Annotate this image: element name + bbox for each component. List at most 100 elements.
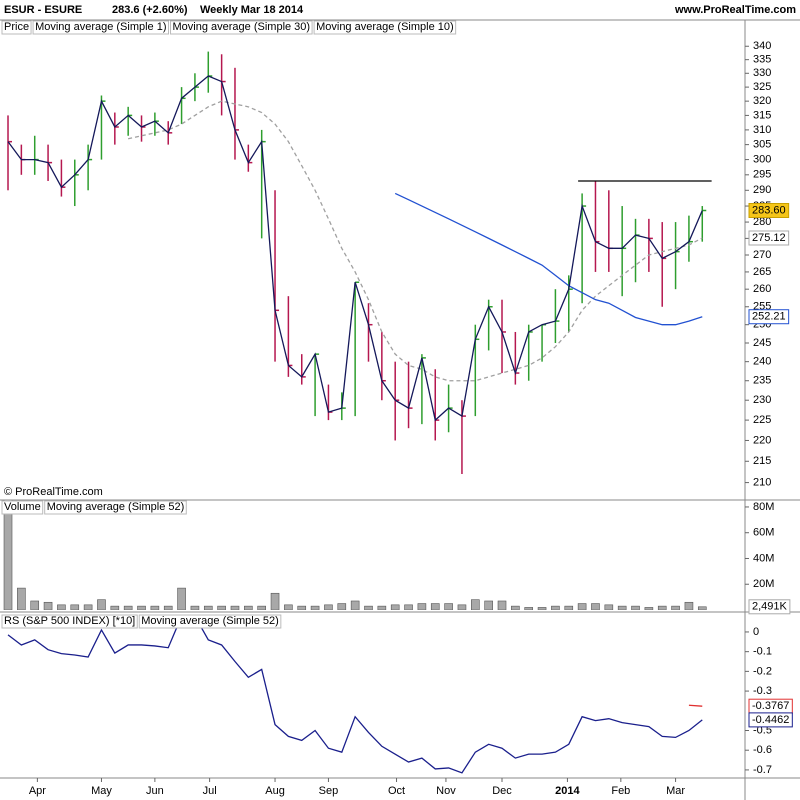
volume-bar <box>537 607 547 610</box>
volume-bar <box>123 605 133 610</box>
volume-bar <box>684 601 694 610</box>
y-tick-label: 80M <box>753 501 774 513</box>
last-value-label: 275.12 <box>752 232 786 244</box>
volume-bar <box>244 605 253 610</box>
y-tick-label: 265 <box>753 266 771 278</box>
volume-bar <box>471 599 480 610</box>
legend-box <box>313 20 457 35</box>
x-tick-label: Sep <box>319 785 339 797</box>
site: www.ProRealTime.com <box>674 4 796 16</box>
last-value-label: 252.21 <box>752 311 786 323</box>
y-tick-label: 0 <box>753 626 759 638</box>
volume-bar <box>150 605 160 610</box>
x-tick-label: Aug <box>265 785 285 797</box>
quote: 283.6 (+2.60%) <box>112 4 188 16</box>
y-tick-label: 315 <box>753 109 771 121</box>
legend-box <box>138 614 282 629</box>
volume-bar <box>203 605 213 610</box>
volume-bar <box>324 604 333 610</box>
volume-bar <box>497 600 507 610</box>
y-tick-label: -0.5 <box>753 724 772 736</box>
volume-bar <box>257 605 266 610</box>
legend-entry: Moving average (Simple 52) <box>47 501 185 513</box>
y-tick-label: 40M <box>753 552 774 564</box>
volume-bar <box>524 607 534 610</box>
series-line <box>394 192 703 326</box>
y-tick-label: 245 <box>753 337 771 349</box>
x-tick-label: Nov <box>436 785 456 797</box>
y-tick-label: 230 <box>753 394 771 406</box>
volume-bar <box>697 606 707 610</box>
volume-bar <box>337 603 347 610</box>
y-tick-label: 310 <box>753 124 771 136</box>
label-box <box>748 203 790 219</box>
volume-bar <box>43 601 53 610</box>
legend-box <box>1 20 32 35</box>
series-line <box>7 75 703 422</box>
y-tick-label: 235 <box>753 375 771 387</box>
volume-bar <box>551 605 560 610</box>
volume-bar <box>110 605 120 610</box>
y-tick-label: -0.7 <box>753 764 772 776</box>
y-tick-label: -0.6 <box>753 744 772 756</box>
y-tick-label: 300 <box>753 153 771 165</box>
y-tick-label: 280 <box>753 216 771 228</box>
volume-bar <box>377 605 387 610</box>
copyright: © ProRealTime.com <box>4 486 103 498</box>
y-tick-label: -0.2 <box>753 665 772 677</box>
volume-bar <box>70 604 80 610</box>
symbol: ESUR - ESURE <box>4 4 82 16</box>
panel <box>7 615 703 774</box>
last-value-label: -0.4462 <box>752 714 789 726</box>
y-tick-label: 225 <box>753 414 771 426</box>
y-tick-label: -0.3 <box>753 685 772 697</box>
volume-bar <box>17 587 26 610</box>
volume-bar <box>364 605 373 610</box>
legend-box <box>1 500 44 515</box>
y-tick-label: 290 <box>753 184 771 196</box>
legend-entry: Moving average (Simple 1) <box>35 21 166 33</box>
x-tick-label: May <box>91 785 112 797</box>
volume-bar <box>3 500 13 610</box>
volume-bar <box>270 592 280 610</box>
y-tick-label: 270 <box>753 249 771 261</box>
y-tick-label: 295 <box>753 169 771 181</box>
volume-bar <box>217 605 226 610</box>
x-tick-label: Feb <box>611 785 630 797</box>
y-tick-label: 335 <box>753 54 771 66</box>
volume-bar <box>511 605 520 610</box>
volume-bar <box>644 607 654 610</box>
volume-bar <box>177 587 186 610</box>
volume-bar <box>417 603 427 610</box>
volume-bar <box>97 599 106 610</box>
volume-bar <box>297 605 307 610</box>
legend-box <box>32 20 170 35</box>
last-value-label: 283.60 <box>752 204 786 216</box>
volume-bar <box>30 600 40 610</box>
y-tick-label: 215 <box>753 455 771 467</box>
volume-bar <box>390 604 400 610</box>
volume-bar <box>284 604 293 610</box>
volume-bar <box>137 605 146 610</box>
volume-bar <box>350 600 360 610</box>
x-tick-label: Oct <box>388 785 405 797</box>
y-tick-label: 305 <box>753 139 771 151</box>
volume-bar <box>230 605 240 610</box>
legend-entry: Price <box>4 21 29 33</box>
y-tick-label: 20M <box>753 578 774 590</box>
y-tick-label: 210 <box>753 476 771 488</box>
x-tick-label: Jun <box>146 785 164 797</box>
y-tick-label: 325 <box>753 81 771 93</box>
volume-bar <box>83 604 93 610</box>
volume-bar <box>484 600 493 610</box>
y-tick-label: 220 <box>753 434 771 446</box>
legend-entry: Volume <box>4 501 41 513</box>
label-box <box>748 712 793 728</box>
legend-box <box>44 500 187 515</box>
legend-entry: Moving average (Simple 30) <box>173 21 311 33</box>
volume-bar <box>591 603 600 610</box>
legend-entry: RS (S&P 500 INDEX) [*10] <box>4 615 135 627</box>
volume-bar <box>457 604 467 610</box>
last-value-label: 2,491K <box>752 601 788 613</box>
